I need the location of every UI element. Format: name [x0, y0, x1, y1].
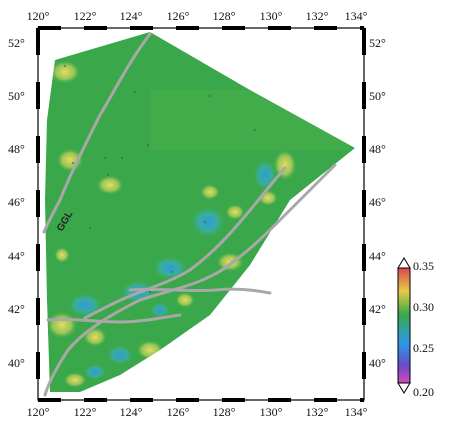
lon-label: 122°	[74, 405, 97, 419]
high-anomaly	[225, 204, 245, 220]
lon-label: 120°	[27, 405, 50, 419]
high-anomaly	[63, 372, 87, 388]
lat-label: 52°	[369, 36, 386, 50]
high-anomaly	[46, 311, 78, 339]
high-anomaly	[54, 247, 70, 263]
fault-line-branch	[128, 287, 272, 295]
lat-label: 44°	[369, 249, 386, 263]
lat-label: 44°	[8, 249, 25, 263]
lon-label: 130°	[260, 9, 283, 23]
low-anomaly	[253, 159, 277, 191]
lon-label: 134°	[345, 405, 368, 419]
lat-label: 52°	[8, 36, 25, 50]
fault-line-ggl	[42, 32, 152, 234]
fault-lines	[42, 32, 337, 397]
high-anomaly	[49, 60, 81, 84]
lat-label: 50°	[8, 89, 25, 103]
colorbar-top-arrow	[397, 257, 411, 269]
lat-label: 40°	[8, 356, 25, 370]
lon-label: 128°	[213, 405, 236, 419]
frame-border-bars	[36, 26, 366, 402]
lat-label: 46°	[8, 195, 25, 209]
lat-label: 50°	[369, 89, 386, 103]
colorbar-label: 0.35	[413, 259, 434, 273]
fault-line-central	[83, 166, 287, 320]
colorbar-label: 0.20	[413, 385, 434, 399]
lon-label: 128°	[213, 9, 236, 23]
lon-label: 124°	[120, 405, 143, 419]
lon-label: 132°	[306, 405, 329, 419]
lon-labels-bottom: 120° 122° 124° 126° 128° 130° 132° 134°	[27, 405, 368, 419]
lon-label: 120°	[27, 9, 50, 23]
high-anomaly	[216, 252, 244, 272]
lat-labels-right: 40° 42° 44° 46° 48° 50° 52°	[369, 36, 386, 370]
lon-label: 122°	[74, 9, 97, 23]
lat-label: 48°	[369, 142, 386, 156]
high-anomaly	[175, 292, 195, 308]
lat-label: 42°	[8, 302, 25, 316]
low-anomaly	[106, 345, 134, 365]
colorbar-gradient	[397, 267, 411, 384]
lon-label: 130°	[260, 405, 283, 419]
high-anomaly	[83, 327, 107, 347]
lat-labels-left: 40° 42° 44° 46° 48° 50° 52°	[8, 36, 25, 370]
lon-label: 124°	[120, 9, 143, 23]
colorbar: 0.35 0.30 0.25 0.20	[397, 257, 434, 399]
lat-label: 48°	[8, 142, 25, 156]
high-anomaly	[200, 184, 220, 200]
lon-label: 132°	[306, 9, 329, 23]
colorbar-label: 0.25	[413, 341, 434, 355]
high-anomaly	[56, 148, 84, 172]
lat-label: 42°	[369, 302, 386, 316]
lon-label: 134°	[345, 9, 368, 23]
low-anomaly	[83, 364, 107, 380]
fault-line-northeast	[43, 163, 337, 397]
colorbar-label: 0.30	[413, 300, 434, 314]
low-anomaly	[190, 206, 226, 238]
lon-label: 126°	[167, 9, 190, 23]
colorbar-bottom-arrow	[397, 382, 411, 394]
lon-label: 126°	[167, 405, 190, 419]
low-anomaly	[152, 256, 188, 280]
lon-labels-top: 120° 122° 124° 126° 128° 130° 132° 134°	[27, 9, 368, 23]
fault-line-south	[46, 313, 182, 324]
lat-label: 46°	[369, 195, 386, 209]
low-anomaly	[67, 293, 103, 317]
low-anomaly	[150, 302, 170, 318]
lat-label: 40°	[369, 356, 386, 370]
high-anomaly	[96, 175, 124, 195]
